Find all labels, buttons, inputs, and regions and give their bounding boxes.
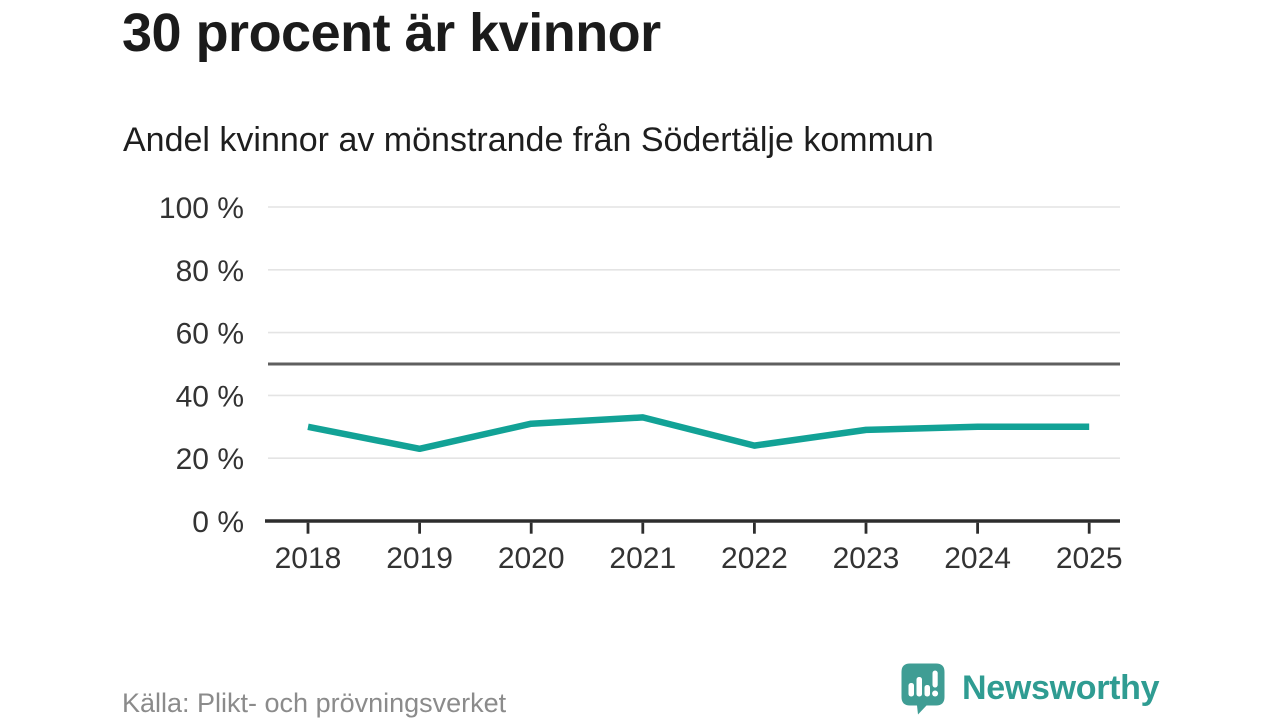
x-tick-label: 2020	[498, 542, 565, 575]
x-tick-label: 2024	[944, 542, 1011, 575]
x-tick-label: 2019	[386, 542, 453, 575]
logo-exclamation-bar	[932, 670, 938, 688]
y-tick-label: 20 %	[176, 443, 244, 476]
newsworthy-speech-bubble-icon	[901, 663, 945, 715]
x-tick-label: 2021	[609, 542, 676, 575]
logo-bar-3	[924, 685, 930, 697]
x-tick-label: 2025	[1056, 542, 1123, 575]
page-title: 30 procent är kvinnor	[122, 3, 661, 63]
chart-subtitle: Andel kvinnor av mönstrande från Södertä…	[123, 121, 934, 159]
x-tick-label: 2018	[275, 542, 342, 575]
data-line-andel-kvinnor	[307, 414, 1090, 453]
y-tick-label: 80 %	[176, 255, 244, 288]
y-tick-label: 100 %	[159, 192, 244, 225]
source-note: Källa: Plikt- och prövningsverket	[122, 688, 507, 718]
logo-exclamation-dot	[932, 690, 939, 697]
x-tick-label: 2023	[833, 542, 900, 575]
y-tick-label: 0 %	[192, 506, 244, 539]
brand-wordmark: Newsworthy	[962, 668, 1160, 707]
logo-bar-2	[916, 677, 922, 697]
newsworthy-logo: Newsworthy	[898, 661, 1160, 715]
logo-bar-1	[908, 683, 914, 697]
speech-bubble-shape	[901, 663, 945, 715]
x-tick-label: 2022	[721, 542, 788, 575]
y-tick-label: 40 %	[176, 380, 244, 413]
y-tick-label: 60 %	[176, 318, 244, 351]
